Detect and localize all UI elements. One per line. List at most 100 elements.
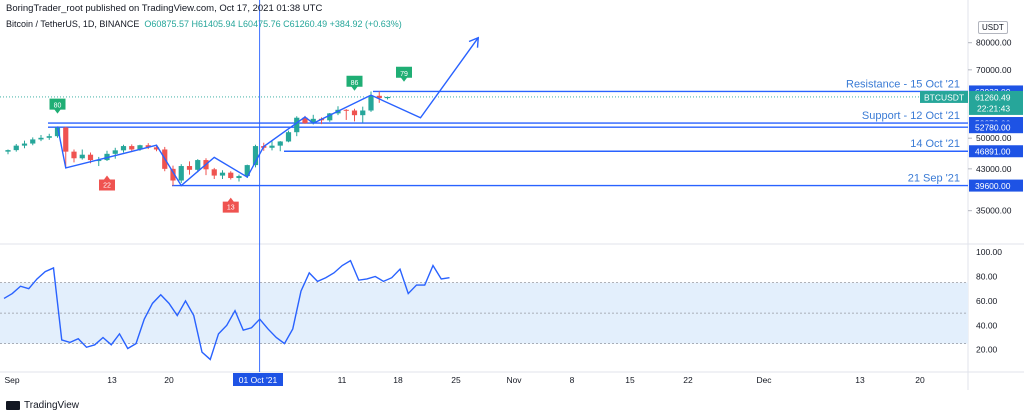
candle-body bbox=[63, 127, 69, 152]
level-label: 14 Oct '21 bbox=[910, 138, 960, 150]
published-by: BoringTrader_root published on TradingVi… bbox=[6, 3, 323, 14]
candle-body bbox=[310, 118, 316, 124]
oversold-marker bbox=[99, 175, 115, 191]
candle-body bbox=[21, 143, 28, 146]
candle-body bbox=[384, 96, 391, 99]
rsi-marker-label: 80 bbox=[54, 103, 62, 110]
candle-body bbox=[211, 169, 217, 176]
currency-button[interactable]: USDT bbox=[978, 21, 1008, 34]
candle-body bbox=[244, 165, 250, 177]
rsi-line bbox=[3, 259, 450, 361]
candle-body bbox=[13, 145, 19, 151]
candle-body bbox=[178, 166, 184, 181]
candle-body bbox=[343, 109, 349, 111]
candle-body bbox=[5, 150, 11, 152]
candle-body bbox=[285, 132, 292, 142]
candle-body bbox=[54, 127, 61, 137]
rsi-tick-label: 60.00 bbox=[976, 296, 998, 306]
candle-body bbox=[46, 136, 52, 138]
tradingview-logo-text: TradingView bbox=[24, 400, 80, 411]
level-price-tag bbox=[969, 179, 1023, 192]
time-cursor-tag bbox=[233, 373, 283, 386]
level-price-tag-text: 39600.00 bbox=[975, 181, 1011, 191]
candle-body bbox=[96, 160, 102, 162]
candle-body bbox=[294, 117, 300, 133]
candle-body bbox=[145, 145, 151, 148]
ohlc-values: O60875.57 H61405.94 L60475.76 C61260.49 … bbox=[142, 19, 402, 29]
rsi-tick-label: 40.00 bbox=[976, 320, 998, 330]
price-tick-label: 43000.00 bbox=[976, 164, 1012, 174]
oversold-marker bbox=[222, 197, 239, 213]
time-tick-label: Dec bbox=[756, 375, 772, 385]
close-value: C61260.49 bbox=[283, 19, 328, 29]
time-tick-label: 13 bbox=[855, 375, 865, 385]
candle-body bbox=[269, 145, 275, 148]
zigzag-line bbox=[56, 37, 479, 187]
candle-body bbox=[277, 141, 283, 146]
level-price-tag bbox=[969, 121, 1023, 134]
time-tick-label: 01 Oct '21 bbox=[239, 375, 278, 385]
forecast-arrowhead bbox=[468, 36, 480, 48]
level-price-tag-text: 46891.00 bbox=[975, 147, 1011, 157]
time-tick-label: 18 bbox=[393, 375, 403, 385]
candle-body bbox=[302, 117, 308, 124]
rsi-tick-label: 80.00 bbox=[976, 272, 998, 282]
drawings: 80 22 13 86 79 bbox=[49, 0, 480, 372]
tradingview-mark-icon bbox=[6, 401, 20, 410]
candle-body bbox=[219, 172, 226, 176]
candle-body bbox=[71, 151, 77, 159]
level-label: Support - 12 Oct '21 bbox=[862, 110, 960, 122]
candle-body bbox=[360, 110, 366, 116]
candle-body bbox=[170, 168, 176, 181]
candle-body bbox=[87, 154, 94, 161]
rsi-marker-label: 79 bbox=[400, 71, 408, 78]
symbol-name: Bitcoin / TetherUS, 1D, BINANCE bbox=[6, 19, 140, 29]
time-tick-label: 11 bbox=[338, 375, 347, 385]
candle-body bbox=[137, 145, 143, 150]
time-tick-label: 20 bbox=[164, 375, 174, 385]
time-tick-label: 8 bbox=[570, 375, 575, 385]
candle-body bbox=[120, 146, 127, 151]
overbought-marker bbox=[396, 66, 412, 82]
price-tick-label: 50000.00 bbox=[976, 133, 1012, 143]
level-price-tag-text: 52780.00 bbox=[975, 123, 1011, 133]
symbol-legend: Bitcoin / TetherUS, 1D, BINANCE O60875.5… bbox=[6, 19, 402, 29]
candle-body bbox=[351, 110, 358, 116]
current-price-text: 61260.49 bbox=[975, 92, 1011, 102]
time-tick-label: 25 bbox=[451, 375, 461, 385]
candle-body bbox=[79, 154, 85, 159]
candle-body bbox=[228, 172, 234, 179]
time-tick-label: 20 bbox=[915, 375, 925, 385]
symbol-tag-text: BTCUSDT bbox=[924, 92, 964, 102]
tradingview-logo[interactable]: TradingView bbox=[6, 400, 79, 411]
candle-body bbox=[38, 137, 44, 140]
candle-body bbox=[252, 146, 259, 166]
rsi-panel bbox=[0, 259, 968, 361]
candle-body bbox=[30, 139, 36, 144]
rsi-tick-label: 100.00 bbox=[976, 247, 1002, 257]
rsi-marker-label: 13 bbox=[227, 205, 235, 212]
price-tick-label: 80000.00 bbox=[976, 38, 1012, 48]
candle-body bbox=[368, 95, 374, 111]
candle-body bbox=[236, 176, 242, 179]
symbol-tag bbox=[920, 90, 968, 103]
open-value: O60875.57 bbox=[144, 19, 189, 29]
high-value: H61405.94 bbox=[191, 19, 236, 29]
candle-body bbox=[153, 147, 160, 150]
change-value: +384.92 (+0.63%) bbox=[329, 19, 402, 29]
time-tick-label: 13 bbox=[107, 375, 117, 385]
level-label: 21 Sep '21 bbox=[908, 173, 960, 185]
countdown-text: 22:21:43 bbox=[977, 103, 1010, 113]
low-value: L60475.76 bbox=[238, 19, 281, 29]
candle-body bbox=[186, 166, 193, 170]
candle-body bbox=[112, 150, 118, 154]
time-tick-label: Nov bbox=[506, 375, 522, 385]
rsi-marker-label: 22 bbox=[103, 183, 111, 190]
candle-body bbox=[129, 146, 135, 150]
level-label: Resistance - 15 Oct '21 bbox=[846, 78, 960, 90]
axes: 80000.00 70000.00 50000.00 43000.00 35000.00… bbox=[4, 38, 1023, 386]
time-tick-label: Sep bbox=[4, 375, 19, 385]
rsi-marker-label: 86 bbox=[351, 80, 359, 87]
